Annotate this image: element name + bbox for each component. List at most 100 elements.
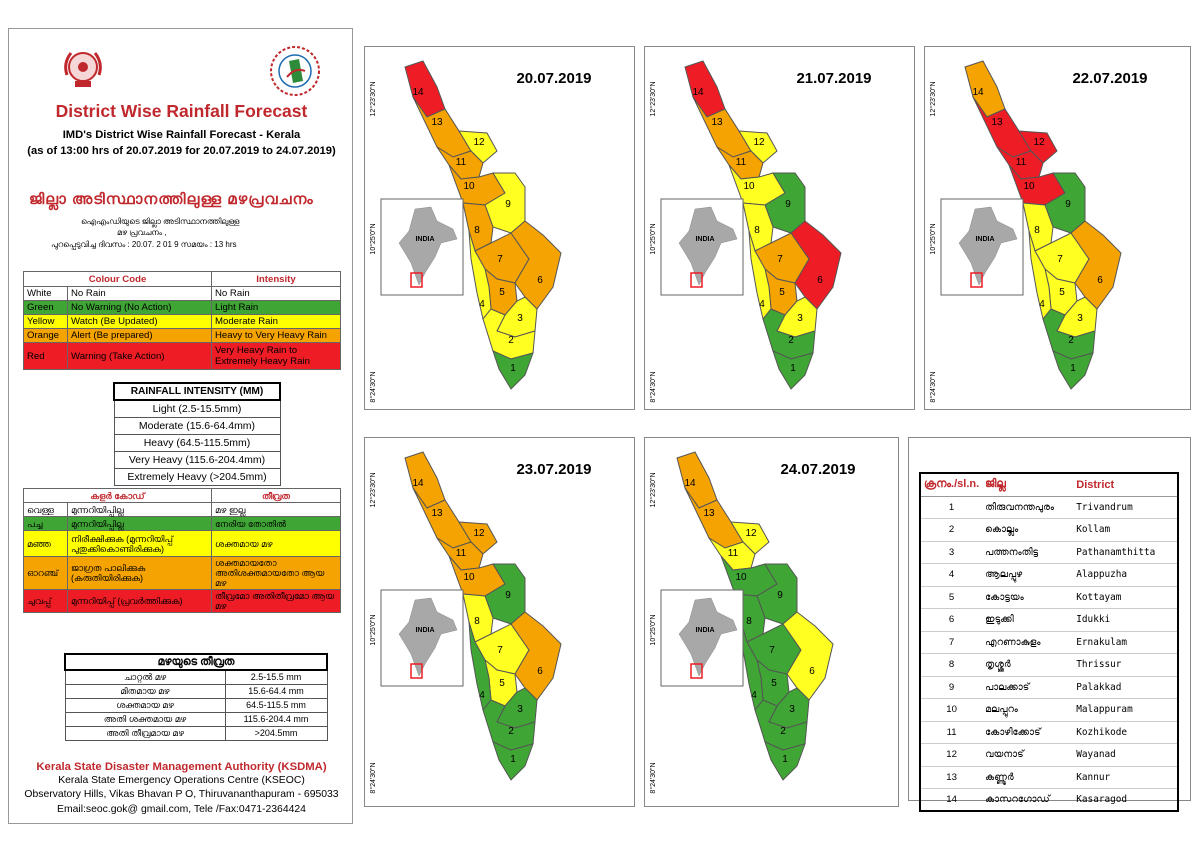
district-number: 3 [920, 541, 983, 564]
district-name-ml: കണ്ണൂർ [982, 766, 1074, 789]
district-list-panel: ക്രനം./sl.n. ജില്ല District 1 തിരുവനന്തപു… [908, 437, 1191, 812]
mal-colour-action: മുന്നറിയിപ്പില്ല [67, 502, 212, 517]
intensity-row: Heavy (64.5-115.5mm) [113, 433, 281, 452]
district-5-label: 5 [499, 287, 505, 298]
mal-colour-code-header: കളർ കോഡ് [23, 488, 212, 503]
mal-colour-name: ഓറഞ്ച് [23, 556, 68, 590]
kerala-highlight-box [410, 663, 423, 679]
district-row: 2 കൊല്ലം Kollam [920, 518, 1178, 542]
colour-intensity: Very Heavy Rain to Extremely Heavy Rain [211, 342, 341, 370]
kerala-map-svg: 123456789101112131420.07.201976°0'0"E12°… [369, 60, 592, 403]
district-10-label: 10 [463, 572, 475, 583]
district-name-ml: എറണാകുളം [982, 631, 1074, 654]
district-name-en: Malappuram [1073, 698, 1178, 722]
district-number: 7 [920, 631, 983, 654]
malayalam-intensity-table: മഴയുടെ തീവ്രത ചാറ്റൽ മഴ 2.5-15.5 mm മിതമായ… [64, 653, 328, 741]
mal-colour-name: മഞ്ഞ [23, 530, 68, 557]
kerala-map-svg: 123456789101112131421.07.201976°0'0"E12°… [649, 60, 872, 403]
district-6-shape [782, 611, 834, 701]
district-row: 9 പാലക്കാട് Palakkad [920, 676, 1178, 699]
district-row: 10 മലപ്പുറം Malappuram [920, 698, 1178, 722]
district-list-table: ക്രനം./sl.n. ജില്ല District 1 തിരുവനന്തപു… [919, 472, 1179, 812]
map-date: 21.07.2019 [796, 70, 871, 87]
mal-colour-intensity: മഴ ഇല്ല [211, 502, 341, 517]
district-4-label: 4 [479, 299, 485, 310]
district-12-label: 12 [473, 137, 485, 148]
district-name-en: Thrissur [1073, 653, 1178, 677]
district-number: 1 [920, 496, 983, 519]
district-row: 8 തൃശ്ശൂർ Thrissur [920, 653, 1178, 677]
centre-name: Kerala State Emergency Operations Centre… [58, 775, 305, 786]
district-9-label: 9 [777, 590, 783, 601]
district-name-en: Ernakulam [1073, 631, 1178, 654]
district-name-ml: തിരുവനന്തപുരം [982, 496, 1074, 519]
district-row: 5 കോട്ടയം Kottayam [920, 586, 1178, 609]
district-name-ml: കൊല്ലം [982, 518, 1074, 542]
district-12-shape [738, 130, 778, 164]
district-14-label: 14 [412, 478, 424, 489]
intensity-row: Very Heavy (115.6-204.4mm) [113, 450, 281, 469]
district-6-label: 6 [537, 666, 543, 677]
district-10-label: 10 [463, 181, 475, 192]
district-number: 5 [920, 586, 983, 609]
district-9-label: 9 [1065, 199, 1071, 210]
district-14-shape [684, 60, 726, 118]
mal-intensity-row: അതി ശക്തമായ മഴ 115.6-204.4 mm [64, 711, 328, 727]
colour-code-row: White No Rain No Rain [23, 286, 341, 301]
malayalam-line-2: മഴ പ്രവചനം , [117, 228, 167, 237]
district-6-shape [510, 611, 562, 701]
district-name-ml: കോട്ടയം [982, 586, 1074, 609]
district-row: 11 കോഴിക്കോട് Kozhikode [920, 721, 1178, 744]
india-label: INDIA [695, 627, 714, 634]
district-7-label: 7 [777, 254, 783, 265]
info-panel: District Wise Rainfall Forecast IMD's Di… [8, 28, 353, 824]
district-14-shape [404, 451, 446, 509]
district-1-shape [492, 350, 534, 390]
district-3-label: 3 [517, 704, 523, 715]
district-12-label: 12 [1033, 137, 1045, 148]
district-name-ml: ഇടുക്കി [982, 608, 1074, 632]
district-12-shape [458, 521, 498, 555]
rainfall-intensity-table: RAINFALL INTENSITY (MM) Light (2.5-15.5m… [113, 382, 281, 486]
mal-colour-intensity: ശക്തമായ മഴ [211, 530, 341, 557]
district-name-en: Wayanad [1073, 743, 1178, 767]
district-5-label: 5 [771, 678, 777, 689]
district-12-shape [1018, 130, 1058, 164]
kerala-emblem-icon [64, 52, 102, 87]
mal-colour-row: മഞ്ഞ നിരീക്ഷിക്കുക (മുന്നറിയിപ്പ് പുതുക്ക… [23, 530, 341, 557]
district-name-en: Kozhikode [1073, 721, 1178, 744]
district-name-ml: കാസറഗോഡ് [982, 788, 1074, 812]
district-3-label: 3 [789, 704, 795, 715]
rainfall-intensity-header: RAINFALL INTENSITY (MM) [113, 382, 281, 401]
district-name-en: Trivandrum [1073, 496, 1178, 519]
latitude-label-top: 12°23'30"N [649, 81, 657, 116]
colour-intensity: Heavy to Very Heavy Rain [211, 328, 341, 343]
district-name-ml: പത്തനംതിട്ട [982, 541, 1074, 564]
district-14-label: 14 [412, 87, 424, 98]
colour-code-row: Red Warning (Take Action) Very Heavy Rain … [23, 342, 341, 370]
district-name-ml: മലപ്പുറം [982, 698, 1074, 722]
colour-code-row: Yellow Watch (Be Updated) Moderate Rain [23, 314, 341, 329]
district-12-label: 12 [473, 528, 485, 539]
intensity-row: Light (2.5-15.5mm) [113, 399, 281, 418]
district-1-label: 1 [782, 754, 788, 765]
district-number: 8 [920, 653, 983, 677]
mal-colour-name: ചുവപ്പ് [23, 589, 68, 613]
district-3-label: 3 [797, 313, 803, 324]
district-3-label: 3 [1077, 313, 1083, 324]
org-name: Kerala State Disaster Management Authori… [36, 761, 327, 773]
district-row: 1 തിരുവനന്തപുരം Trivandrum [920, 496, 1178, 519]
district-5-label: 5 [499, 678, 505, 689]
district-12-shape [458, 130, 498, 164]
district-number: 10 [920, 698, 983, 722]
latitude-label-top: 12°23'30"N [369, 81, 377, 116]
district-1-shape [492, 741, 534, 781]
latitude-label-bottom: 8°24'30"N [649, 371, 657, 402]
district-4-label: 4 [1039, 299, 1045, 310]
latitude-label-bottom: 8°24'30"N [649, 762, 657, 793]
district-number: 11 [920, 721, 983, 744]
district-10-label: 10 [1023, 181, 1035, 192]
